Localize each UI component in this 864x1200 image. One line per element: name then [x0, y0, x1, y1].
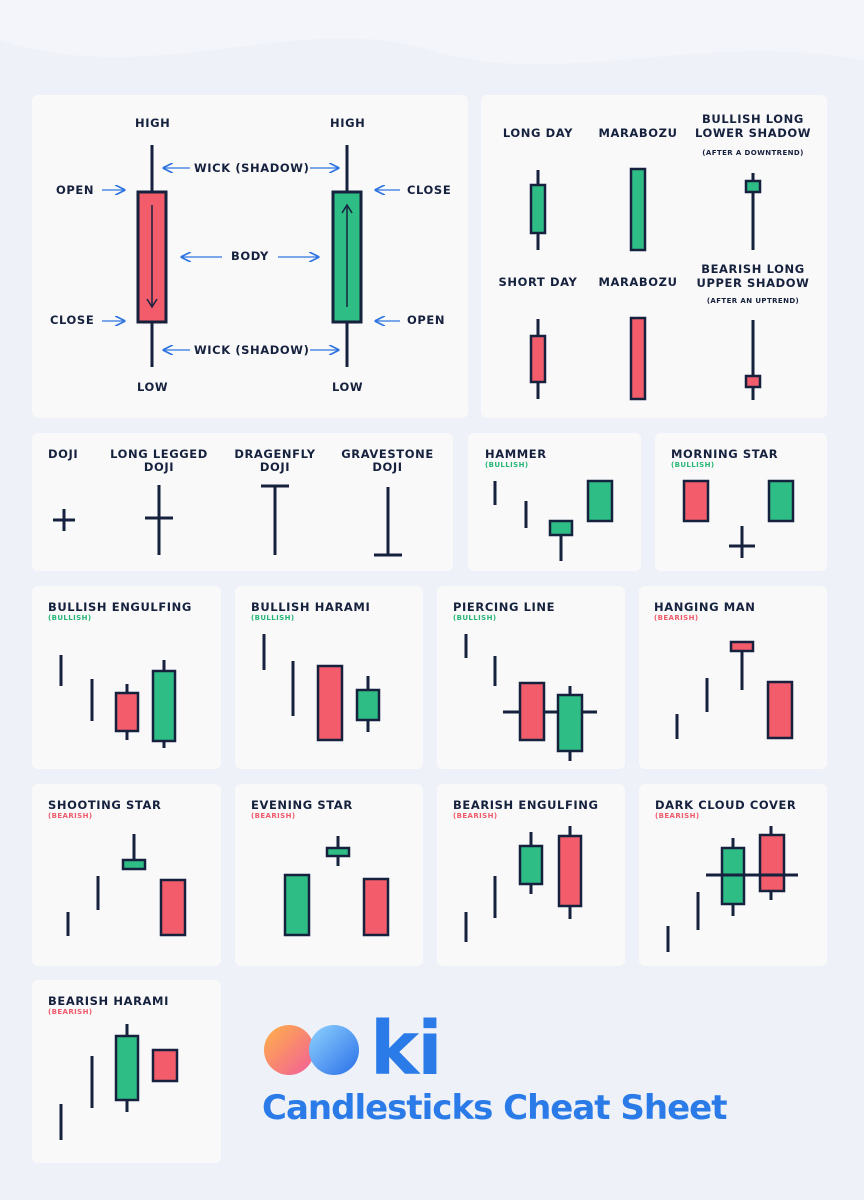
piercing-candle: [556, 693, 584, 753]
low-label-left: LOW: [137, 380, 169, 394]
engulfed-candle: [114, 691, 140, 733]
pattern-sentiment: (BULLISH): [453, 614, 497, 622]
close-label-right: CLOSE: [407, 183, 452, 197]
anatomy-card: HIGH HIGH WICK (SHADOW) BODY WICK (SHADO…: [32, 95, 468, 418]
high-label-right: HIGH: [330, 116, 366, 130]
pattern-sentiment: (BEARISH): [48, 812, 93, 820]
hammer-card: HAMMER (BULLISH): [468, 433, 641, 571]
confirmation-candle: [766, 680, 794, 740]
low-label-right: LOW: [332, 380, 364, 394]
pattern-sentiment: (BEARISH): [655, 812, 700, 820]
basic-candles-card: LONG DAY MARABOZU BULLISH LONG LOWER SHA…: [481, 95, 827, 418]
wick-label-bottom: WICK (SHADOW): [194, 343, 310, 357]
pattern-sentiment: (BEARISH): [654, 614, 699, 622]
hanging-man-candle: [729, 640, 755, 653]
close-label-left: CLOSE: [50, 313, 95, 327]
wick-label-top: WICK (SHADOW): [194, 161, 310, 175]
high-label-left: HIGH: [135, 116, 171, 130]
pattern-title: HANGING MAN: [654, 600, 756, 614]
confirmation-candle: [586, 479, 614, 523]
bullish-long-lower-shadow-label: BULLISH LONG LOWER SHADOW: [694, 112, 812, 140]
pattern-sentiment: (BULLISH): [485, 461, 529, 469]
basic-candles-diagram: [529, 167, 762, 401]
third-candle: [362, 877, 390, 937]
pattern-title: PIERCING LINE: [453, 600, 556, 614]
pattern-title: MORNING STAR: [671, 447, 779, 461]
bullish-engulfing-card: BULLISH ENGULFING (BULLISH): [32, 586, 221, 769]
dark-cloud-cover-card: DARK CLOUD COVER (BEARISH): [639, 784, 827, 966]
doji-label: DOJI: [48, 447, 79, 461]
pattern-sentiment: (BEARISH): [48, 1008, 93, 1016]
hanging-man-card: HANGING MAN (BEARISH): [639, 586, 827, 769]
pattern-title: HAMMER: [485, 447, 547, 461]
confirmation-candle: [159, 878, 187, 937]
pattern-title: BULLISH ENGULFING: [48, 600, 192, 614]
first-candle: [682, 479, 710, 523]
bearish-harami-card: BEARISH HARAMI (BEARISH): [32, 980, 221, 1163]
inside-candle: [151, 1048, 179, 1083]
piercing-line-card: PIERCING LINE (BULLISH): [437, 586, 625, 769]
shooting-star-card: SHOOTING STAR (BEARISH): [32, 784, 221, 966]
marabozu-green-candle: [629, 167, 647, 252]
first-candle: [283, 873, 311, 937]
pattern-sentiment: (BEARISH): [453, 812, 498, 820]
bullish-harami-card: BULLISH HARAMI (BULLISH): [235, 586, 423, 769]
pattern-sentiment: (BEARISH): [251, 812, 296, 820]
hammer-candle: [548, 519, 574, 537]
third-candle: [767, 479, 795, 523]
dragonfly-doji-label: DRAGENFLY DOJI: [234, 447, 316, 474]
long-legged-doji-label: LONG LEGGED DOJI: [110, 447, 208, 474]
anatomy-diagram: [102, 145, 400, 367]
pattern-title: SHOOTING STAR: [48, 798, 162, 812]
pattern-title: BEARISH ENGULFING: [453, 798, 599, 812]
marabozu-bottom-label: MARABOZU: [598, 275, 678, 289]
evening-star-card: EVENING STAR (BEARISH): [235, 784, 423, 966]
logo-wordmark: ki: [370, 1006, 443, 1092]
engulfed-candle: [518, 844, 544, 886]
pattern-sentiment: (BULLISH): [251, 614, 295, 622]
short-day-candle: [529, 334, 547, 384]
page-title: Candlesticks Cheat Sheet: [262, 1088, 727, 1128]
bearish-candle: [518, 681, 546, 742]
bearish-long-upper-shadow-label: BEARISH LONG UPPER SHADOW: [696, 262, 810, 290]
body-label: BODY: [231, 249, 269, 263]
marabozu-red-candle: [629, 316, 647, 401]
background-wave: [0, 0, 864, 65]
bearish-engulfing-card: BEARISH ENGULFING (BEARISH): [437, 784, 625, 966]
pattern-title: BEARISH HARAMI: [48, 994, 169, 1008]
open-label-left: OPEN: [56, 183, 95, 197]
pattern-title: EVENING STAR: [251, 798, 353, 812]
engulfing-candle: [151, 669, 177, 743]
brand-block: ki Candlesticks Cheat Sheet: [262, 1006, 822, 1150]
dark-cloud-candle: [758, 833, 786, 893]
pattern-sentiment: (BULLISH): [48, 614, 92, 622]
shooting-star-candle: [121, 858, 147, 871]
mother-candle: [114, 1034, 140, 1102]
long-day-label: LONG DAY: [502, 126, 574, 140]
mother-candle: [316, 664, 344, 742]
open-label-right: OPEN: [407, 313, 446, 327]
marabozu-top-label: MARABOZU: [598, 126, 678, 140]
morning-star-card: MORNING STAR (BULLISH): [655, 433, 827, 571]
engulfing-candle: [557, 834, 583, 908]
pattern-title: DARK CLOUD COVER: [655, 798, 797, 812]
long-day-candle: [529, 183, 547, 235]
pattern-title: BULLISH HARAMI: [251, 600, 371, 614]
inside-candle: [355, 688, 381, 722]
ooki-logo-circles: [264, 1025, 359, 1075]
short-day-label: SHORT DAY: [498, 275, 578, 289]
doji-card: DOJI LONG LEGGED DOJI DRAGENFLY DOJI GRA…: [32, 433, 453, 571]
pattern-sentiment: (BULLISH): [671, 461, 715, 469]
after-downtrend-note: (AFTER A DOWNTREND): [702, 149, 804, 157]
long-lower-shadow-candle: [744, 179, 762, 194]
long-upper-shadow-candle: [744, 374, 762, 389]
star-candle: [325, 846, 351, 858]
gravestone-doji-label: GRAVESTONE DOJI: [341, 447, 434, 474]
doji-diagram: [53, 484, 402, 557]
after-uptrend-note: (AFTER AN UPTREND): [706, 297, 800, 305]
